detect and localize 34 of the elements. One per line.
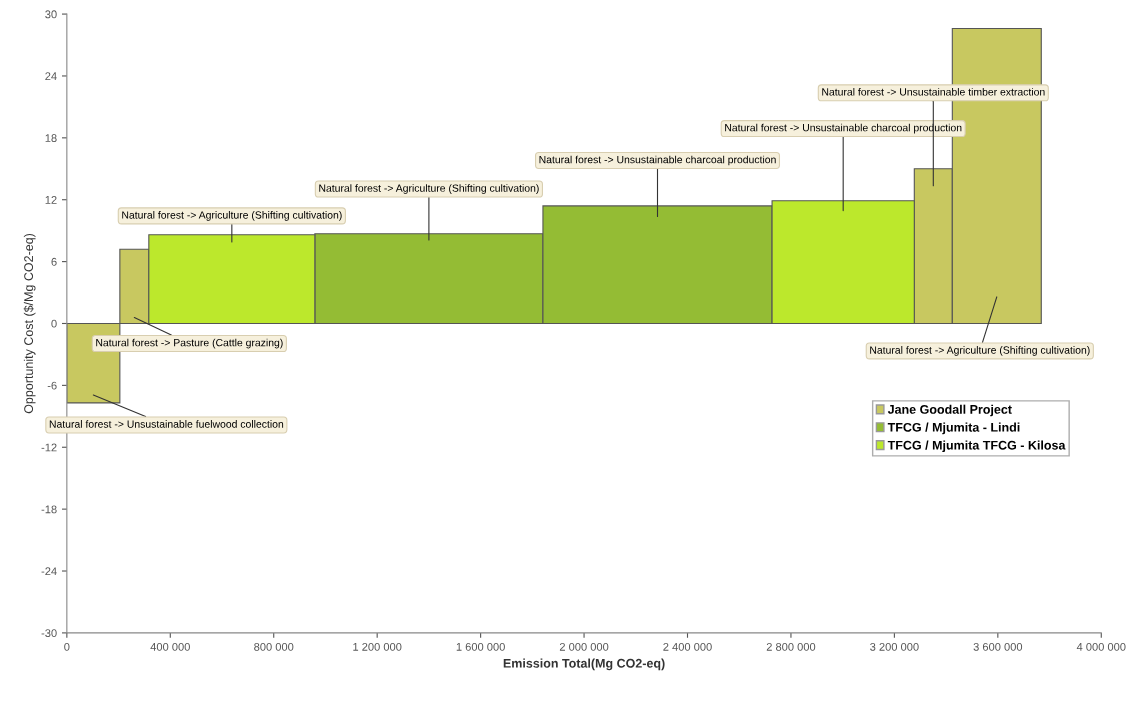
x-tick-label: 3 200 000 xyxy=(870,642,919,651)
annotation: Natural forest -> Agriculture (Shifting cultivation) xyxy=(870,346,1090,356)
legend-label: TFCG / Mjumita - Lindi xyxy=(887,422,1020,435)
legend-label: Jane Goodall Project xyxy=(887,404,1012,417)
y-axis-title: Opportunity Cost ($/Mg CO2-eq) xyxy=(23,233,36,414)
annotation: Natural forest -> Unsustainable timber extraction xyxy=(822,87,1045,96)
y-tick-label: 0 xyxy=(51,319,57,328)
x-tick-label: 800 000 xyxy=(254,642,294,651)
x-tick-label: 2 400 000 xyxy=(663,642,712,651)
x-tick-label: 1 600 000 xyxy=(456,642,505,651)
y-tick-label: 30 xyxy=(45,10,57,19)
legend-label: TFCG / Mjumita TFCG - Kilosa xyxy=(887,440,1066,453)
annotation: Natural forest -> Agriculture (Shifting cultivation) xyxy=(319,184,539,194)
x-tick-label: 2 000 000 xyxy=(559,642,609,651)
y-tick-label: 6 xyxy=(51,257,57,266)
x-tick-label: 3 600 000 xyxy=(973,642,1023,651)
y-tick-label: 18 xyxy=(45,134,57,142)
x-tick-label: 1 200 000 xyxy=(353,642,402,651)
y-tick-label: -30 xyxy=(41,629,57,638)
x-axis-title: Emission Total(Mg CO2-eq) xyxy=(503,658,665,671)
annotation: Natural forest -> Agriculture (Shifting cultivation) xyxy=(122,211,342,221)
x-tick-label: 4 000 000 xyxy=(1076,642,1126,651)
annotation: Natural forest -> Pasture (Cattle grazing) xyxy=(96,338,283,349)
y-tick-label: -24 xyxy=(41,567,57,576)
y-tick-label: -18 xyxy=(41,505,57,514)
y-tick-label: -6 xyxy=(47,381,57,390)
x-tick-label: 0 xyxy=(64,642,70,651)
annotation: Natural forest -> Unsustainable fuelwood collection xyxy=(49,420,284,428)
annotation: Natural forest -> Unsustainable charcoal production xyxy=(539,155,776,166)
y-tick-label: 24 xyxy=(45,72,57,80)
x-tick-label: 400 000 xyxy=(150,642,190,651)
y-tick-label: 12 xyxy=(45,195,57,204)
y-tick-label: -12 xyxy=(41,443,57,452)
x-tick-label: 2 800 000 xyxy=(766,642,816,651)
